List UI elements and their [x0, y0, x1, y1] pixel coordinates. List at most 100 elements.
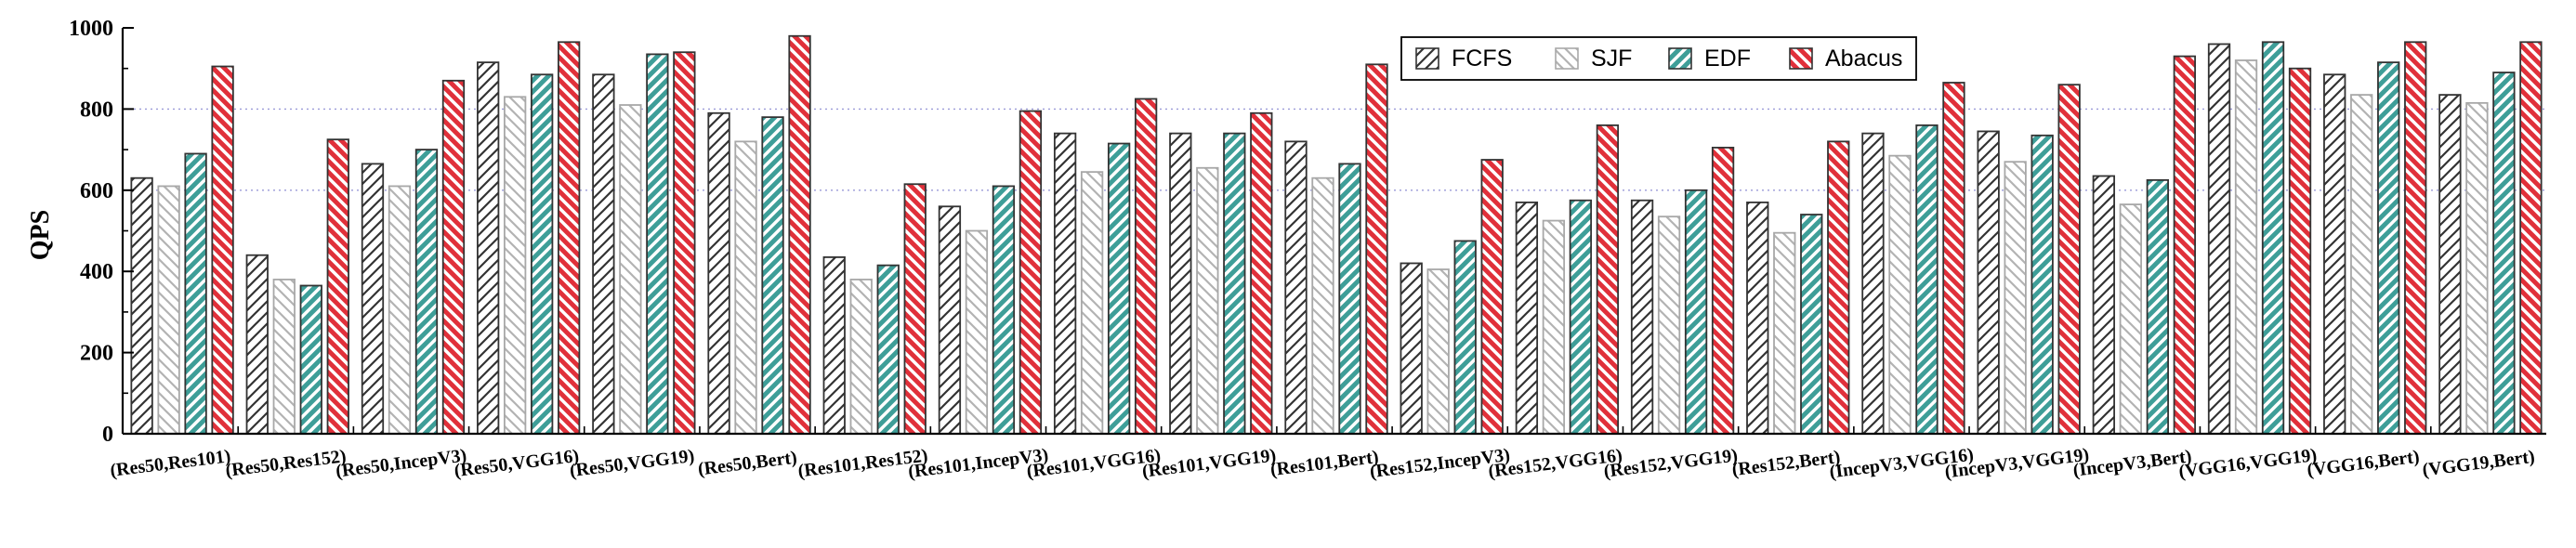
bar-sjf-19 [2350, 94, 2373, 435]
bar-abacus-0 [211, 65, 234, 435]
x-tick-label: (VGG19,Bert) [2421, 447, 2535, 481]
bar-abacus-7 [1019, 110, 1043, 435]
bar-abacus-16 [2057, 84, 2081, 435]
bar-sjf-1 [272, 279, 296, 435]
bar-sjf-12 [1542, 219, 1566, 435]
bar-fcfs-18 [2207, 43, 2231, 435]
bar-edf-10 [1338, 163, 1361, 435]
bar-fcfs-1 [245, 254, 269, 435]
bar-edf-2 [414, 149, 439, 435]
legend-box [1400, 36, 1917, 81]
bar-fcfs-16 [1977, 130, 2000, 435]
bar-abacus-19 [2404, 41, 2427, 435]
bar-abacus-9 [1250, 111, 1273, 435]
legend-label-sjf: SJF [1591, 46, 1632, 72]
bar-fcfs-0 [130, 176, 153, 435]
legend-swatch-abacus [1789, 47, 1813, 70]
x-tick-label: (Res152,VGG19) [1603, 445, 1740, 482]
bar-sjf-0 [157, 185, 180, 435]
x-tick-label: (Res50,Res152) [224, 446, 347, 481]
bar-edf-18 [2261, 41, 2285, 435]
y-tick-label: 600 [80, 179, 113, 203]
x-tick-label: (IncepV3,Bert) [2072, 446, 2193, 480]
bar-sjf-3 [504, 96, 527, 435]
bar-fcfs-6 [822, 256, 846, 435]
bar-sjf-11 [1426, 268, 1450, 435]
bar-fcfs-5 [707, 111, 730, 435]
bar-fcfs-9 [1169, 132, 1192, 435]
bar-fcfs-11 [1400, 262, 1423, 435]
bar-sjf-8 [1080, 171, 1104, 435]
x-tick-label: (Res101,Bert) [1269, 447, 1380, 480]
bar-fcfs-10 [1284, 140, 1308, 435]
bar-abacus-20 [2519, 41, 2543, 435]
y-tick-label: 0 [102, 423, 113, 447]
bar-sjf-4 [619, 104, 642, 435]
x-tick-label: (Res50,VGG16) [453, 446, 581, 481]
y-tick-label: 200 [80, 342, 113, 366]
bar-sjf-10 [1311, 176, 1334, 435]
x-tick-label: (VGG16,Bert) [2306, 447, 2420, 481]
bar-abacus-3 [558, 41, 581, 435]
bar-sjf-20 [2465, 101, 2489, 435]
bar-fcfs-8 [1053, 132, 1077, 435]
bar-sjf-13 [1657, 215, 1681, 435]
legend-label-fcfs: FCFS [1452, 46, 1512, 72]
x-tick-label: (Res50,Bert) [697, 448, 798, 480]
bar-sjf-5 [734, 140, 757, 435]
bar-fcfs-17 [2092, 175, 2115, 435]
bar-abacus-8 [1134, 98, 1158, 435]
bar-edf-5 [761, 116, 784, 435]
y-tick-label: 1000 [69, 17, 113, 41]
bar-sjf-7 [965, 229, 989, 435]
bar-edf-7 [992, 185, 1016, 435]
y-tick-label: 800 [80, 98, 113, 122]
bar-edf-14 [1800, 214, 1823, 435]
bar-sjf-17 [2119, 203, 2142, 435]
grid-lines [123, 108, 2546, 191]
y-tick-label: 400 [80, 260, 113, 284]
bar-edf-15 [1915, 124, 1939, 435]
x-tick-label: (Res152,Bert) [1731, 447, 1842, 480]
bar-sjf-16 [2004, 161, 2027, 435]
bar-fcfs-4 [592, 73, 615, 435]
bar-sjf-9 [1196, 166, 1219, 435]
bar-edf-12 [1569, 199, 1593, 435]
bar-edf-17 [2146, 178, 2169, 435]
bar-edf-6 [876, 264, 900, 435]
bar-sjf-15 [1888, 154, 1912, 435]
y-axis-label: QPS [26, 210, 55, 260]
bar-abacus-2 [441, 79, 466, 435]
bar-fcfs-15 [1861, 132, 1885, 435]
bar-abacus-11 [1480, 159, 1504, 435]
bar-edf-3 [531, 73, 554, 435]
bar-fcfs-20 [2438, 94, 2462, 435]
bar-fcfs-12 [1515, 202, 1539, 435]
bar-edf-13 [1684, 189, 1708, 435]
bar-abacus-10 [1365, 63, 1388, 435]
bar-fcfs-19 [2323, 73, 2346, 435]
bar-abacus-5 [788, 34, 811, 435]
bar-sjf-18 [2234, 59, 2258, 435]
bar-abacus-6 [903, 183, 927, 435]
x-tick-label: (Res101,VGG19) [1141, 445, 1278, 482]
x-tick-label: (Res50,Res101) [109, 446, 231, 481]
bar-edf-20 [2492, 72, 2516, 435]
bar-abacus-13 [1711, 147, 1735, 435]
bar-edf-19 [2377, 61, 2400, 435]
bar-sjf-6 [849, 279, 873, 435]
legend-label-abacus: Abacus [1825, 46, 1902, 72]
x-tick-label: (Res50,IncepV3) [335, 445, 467, 481]
bar-edf-1 [299, 284, 322, 435]
bar-edf-16 [2031, 134, 2054, 435]
bar-edf-4 [646, 53, 669, 435]
bar-abacus-12 [1596, 124, 1620, 435]
bar-edf-11 [1453, 240, 1477, 435]
bar-edf-8 [1107, 142, 1131, 435]
legend-label-edf: EDF [1704, 46, 1751, 72]
x-tick-label: (VGG16,VGG19) [2177, 445, 2318, 482]
bars [130, 34, 2543, 435]
bar-fcfs-13 [1630, 199, 1654, 435]
bar-edf-0 [184, 152, 207, 435]
